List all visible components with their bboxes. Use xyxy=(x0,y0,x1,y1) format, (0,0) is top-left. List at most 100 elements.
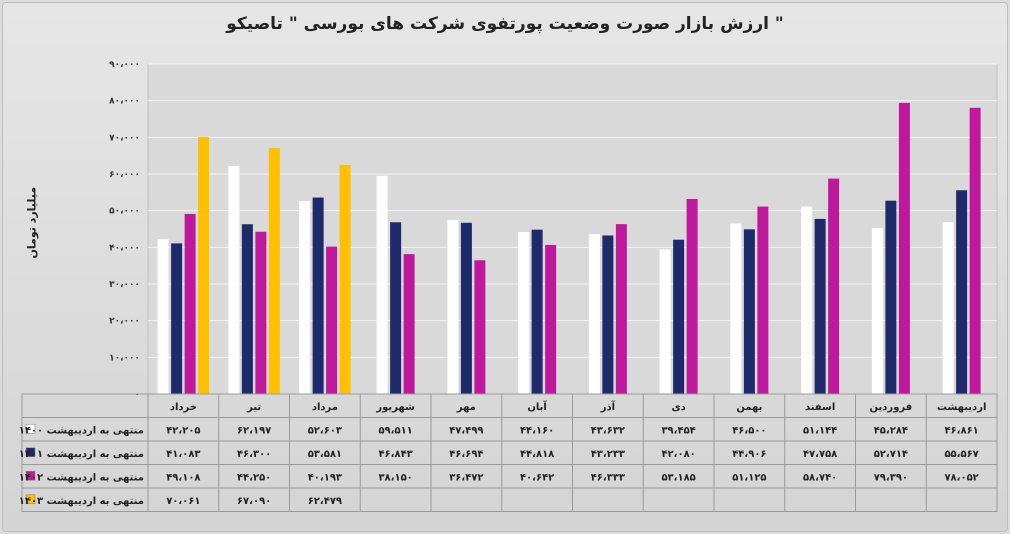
data-label: ۴۶،۶۹۴ xyxy=(449,449,483,460)
data-label: ۴۰،۱۹۳ xyxy=(308,472,342,483)
y-tick-label: ۷۰،۰۰۰ xyxy=(109,133,140,143)
y-tick-label: ۵۰،۰۰۰ xyxy=(109,207,140,217)
y-tick-label: ۰ xyxy=(135,390,141,400)
bar xyxy=(255,231,267,394)
bar xyxy=(659,249,671,394)
bar xyxy=(460,222,472,394)
data-label: ۵۳،۵۸۱ xyxy=(308,449,342,460)
chart-title: ارزش بازار صورت وضعیت پورتفوی شرکت های ب… xyxy=(226,14,784,34)
bar xyxy=(228,165,240,394)
bar xyxy=(885,200,897,394)
bar xyxy=(518,232,530,394)
bar xyxy=(171,243,183,394)
data-label: ۵۸،۷۴۰ xyxy=(803,472,837,483)
bar xyxy=(299,201,311,394)
bar xyxy=(390,222,402,394)
bar xyxy=(801,206,813,394)
legend-swatch xyxy=(25,423,36,434)
data-label: ۴۹،۱۰۸ xyxy=(166,472,200,483)
x-tick-label: فروردین xyxy=(870,402,913,413)
y-tick-label: ۴۰،۰۰۰ xyxy=(109,243,140,253)
data-label: ۴۶،۸۶۱ xyxy=(944,425,978,436)
bar xyxy=(545,244,557,394)
bar xyxy=(956,190,968,394)
data-label: ۵۹،۵۱۱ xyxy=(378,425,412,436)
x-tick-label: خرداد xyxy=(170,402,197,413)
y-tick-label: ۳۰،۰۰۰ xyxy=(109,280,140,290)
legend-entry: منتهی به اردیبهشت ۱۴۰۳ xyxy=(19,496,144,507)
data-label: ۵۲،۷۱۴ xyxy=(874,449,908,460)
data-label: ۵۱،۱۲۵ xyxy=(732,472,766,483)
bar xyxy=(447,219,459,394)
bar xyxy=(686,198,698,394)
data-label: ۴۴،۸۱۸ xyxy=(520,449,554,460)
data-label: ۵۵،۵۶۷ xyxy=(944,449,978,460)
bar xyxy=(743,229,755,394)
x-tick-label: اردیبهشت xyxy=(937,402,987,413)
bar xyxy=(673,239,685,394)
x-tick-label: تیر xyxy=(246,402,261,413)
data-label: ۳۸،۱۵۰ xyxy=(378,472,412,483)
data-label: ۳۶،۴۷۲ xyxy=(449,472,483,483)
legend-entry: منتهی به اردیبهشت ۱۴۰۲ xyxy=(19,472,144,483)
data-label: ۴۶،۳۰۰ xyxy=(237,449,271,460)
data-label: ۴۳،۲۳۳ xyxy=(591,449,625,460)
bar xyxy=(268,148,280,394)
data-label: ۴۷،۴۹۹ xyxy=(449,425,483,436)
data-label: ۳۹،۴۵۴ xyxy=(661,425,695,436)
data-label: ۴۲،۰۸۰ xyxy=(661,449,695,460)
bar xyxy=(376,175,388,394)
y-tick-label: ۶۰،۰۰۰ xyxy=(109,170,140,180)
x-tick-label: مهر xyxy=(456,402,476,413)
legend-entry: منتهی به اردیبهشت ۱۴۰۰ xyxy=(19,425,144,436)
data-label: ۶۷،۰۹۰ xyxy=(237,496,271,507)
bar xyxy=(339,164,351,394)
plot-area xyxy=(147,63,998,395)
bar xyxy=(828,178,840,394)
data-label: ۶۲،۱۹۷ xyxy=(237,425,271,436)
data-label: ۶۲،۴۷۹ xyxy=(308,496,342,507)
bar xyxy=(942,222,954,394)
y-tick-label: ۸۰،۰۰۰ xyxy=(109,97,140,107)
data-label: ۴۵،۲۸۴ xyxy=(874,425,908,436)
bar xyxy=(588,234,600,394)
bar xyxy=(969,107,981,395)
y-tick-label: ۲۰،۰۰۰ xyxy=(109,317,140,327)
bar xyxy=(157,239,169,394)
data-label: ۴۴،۲۵۰ xyxy=(237,472,271,483)
bar xyxy=(814,218,826,394)
x-tick-label: آذر xyxy=(600,400,616,413)
data-label: ۵۲،۶۰۳ xyxy=(308,425,342,436)
data-label: ۴۴،۹۰۶ xyxy=(732,449,766,460)
bar xyxy=(403,254,415,394)
data-label: ۴۲،۲۰۵ xyxy=(166,425,200,436)
data-label: ۷۰،۰۶۱ xyxy=(166,496,200,507)
bar xyxy=(241,224,253,394)
bar xyxy=(198,137,210,394)
data-label: ۴۶،۳۳۳ xyxy=(591,472,625,483)
bar xyxy=(615,224,627,394)
bar xyxy=(326,246,338,394)
bar xyxy=(531,229,543,394)
bar xyxy=(602,235,614,394)
legend-entry: منتهی به اردیبهشت ۱۴۰۱ xyxy=(19,449,144,460)
data-label: ۵۳،۱۸۵ xyxy=(661,472,695,483)
legend-swatch xyxy=(25,447,36,458)
bar xyxy=(898,102,910,395)
data-label: ۷۸،۰۵۲ xyxy=(944,472,978,483)
data-label: ۴۱،۰۸۳ xyxy=(166,449,200,460)
data-label: ۴۳،۶۳۲ xyxy=(591,425,625,436)
bar xyxy=(757,206,769,394)
data-label: ۴۴،۱۶۰ xyxy=(520,425,554,436)
x-tick-label: مرداد xyxy=(312,402,338,413)
data-label: ۴۶،۸۴۳ xyxy=(378,449,412,460)
y-tick-label: ۹۰،۰۰۰ xyxy=(109,60,140,70)
x-tick-label: آبان xyxy=(527,400,547,413)
data-label: ۴۰،۶۴۲ xyxy=(520,472,554,483)
data-label: ۴۷،۷۵۸ xyxy=(803,449,837,460)
x-tick-label: اسفند xyxy=(805,402,835,413)
data-label: ۷۹،۳۹۰ xyxy=(874,472,908,483)
bar xyxy=(312,197,324,394)
bar xyxy=(184,213,196,394)
